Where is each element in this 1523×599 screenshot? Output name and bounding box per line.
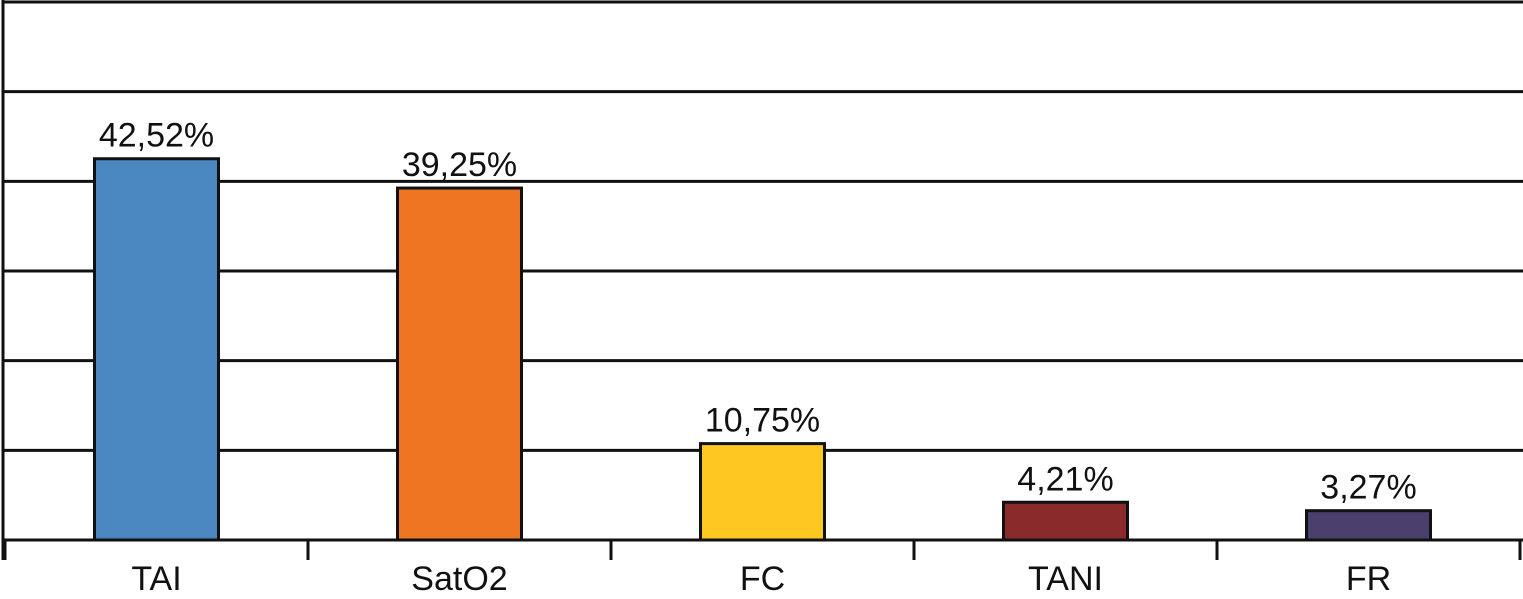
value-label: 3,27% bbox=[1320, 469, 1416, 507]
bar bbox=[1002, 500, 1129, 542]
value-label: 10,75% bbox=[705, 402, 820, 440]
bar bbox=[396, 186, 523, 542]
x-tick-label: TANI bbox=[1028, 560, 1103, 598]
value-label: 42,52% bbox=[99, 117, 214, 155]
x-tick-label: FR bbox=[1346, 560, 1391, 598]
x-tick-label: SatO2 bbox=[411, 560, 507, 598]
value-label: 4,21% bbox=[1017, 460, 1113, 498]
bar bbox=[699, 442, 826, 542]
x-tick-label: FC bbox=[740, 560, 785, 598]
bar bbox=[1305, 509, 1432, 542]
x-tick-label: TAI bbox=[131, 560, 181, 598]
value-label: 39,25% bbox=[402, 146, 517, 184]
bar bbox=[93, 157, 220, 542]
